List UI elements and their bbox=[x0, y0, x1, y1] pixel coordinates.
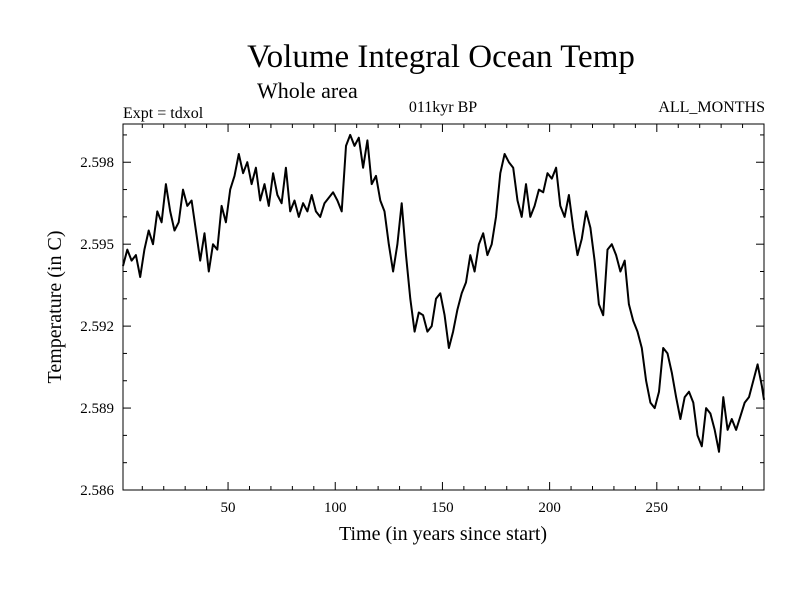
temperature-series-line bbox=[122, 133, 765, 453]
y-tick-label: 2.592 bbox=[80, 319, 114, 335]
y-tick-label: 2.598 bbox=[80, 155, 114, 171]
chart-title: Volume Integral Ocean Temp bbox=[247, 39, 635, 75]
x-tick-label: 200 bbox=[538, 500, 561, 516]
y-tick-label: 2.586 bbox=[80, 483, 114, 499]
minor-ticks bbox=[123, 124, 764, 490]
period-label: 011kyr BP bbox=[409, 99, 477, 116]
months-label: ALL_MONTHS bbox=[658, 99, 765, 116]
y-axis-label: Temperature (in C) bbox=[44, 231, 66, 384]
y-axis-tick-labels: 2.586 2.589 2.592 2.595 2.598 bbox=[80, 155, 114, 499]
y-tick-label: 2.589 bbox=[80, 401, 114, 417]
chart-subtitle: Whole area bbox=[257, 78, 358, 103]
y-axis-ticks bbox=[123, 161, 764, 491]
x-tick-label: 50 bbox=[221, 500, 236, 516]
x-tick-label: 150 bbox=[431, 500, 454, 516]
x-axis-ticks bbox=[227, 124, 658, 490]
x-tick-label: 100 bbox=[324, 500, 347, 516]
x-axis-tick-labels: 50 100 150 200 250 bbox=[221, 500, 669, 516]
y-tick-label: 2.595 bbox=[80, 237, 114, 253]
x-tick-label: 250 bbox=[646, 500, 669, 516]
plot-frame bbox=[122, 123, 765, 491]
experiment-label: Expt = tdxol bbox=[123, 105, 204, 122]
x-axis-label: Time (in years since start) bbox=[339, 523, 547, 545]
